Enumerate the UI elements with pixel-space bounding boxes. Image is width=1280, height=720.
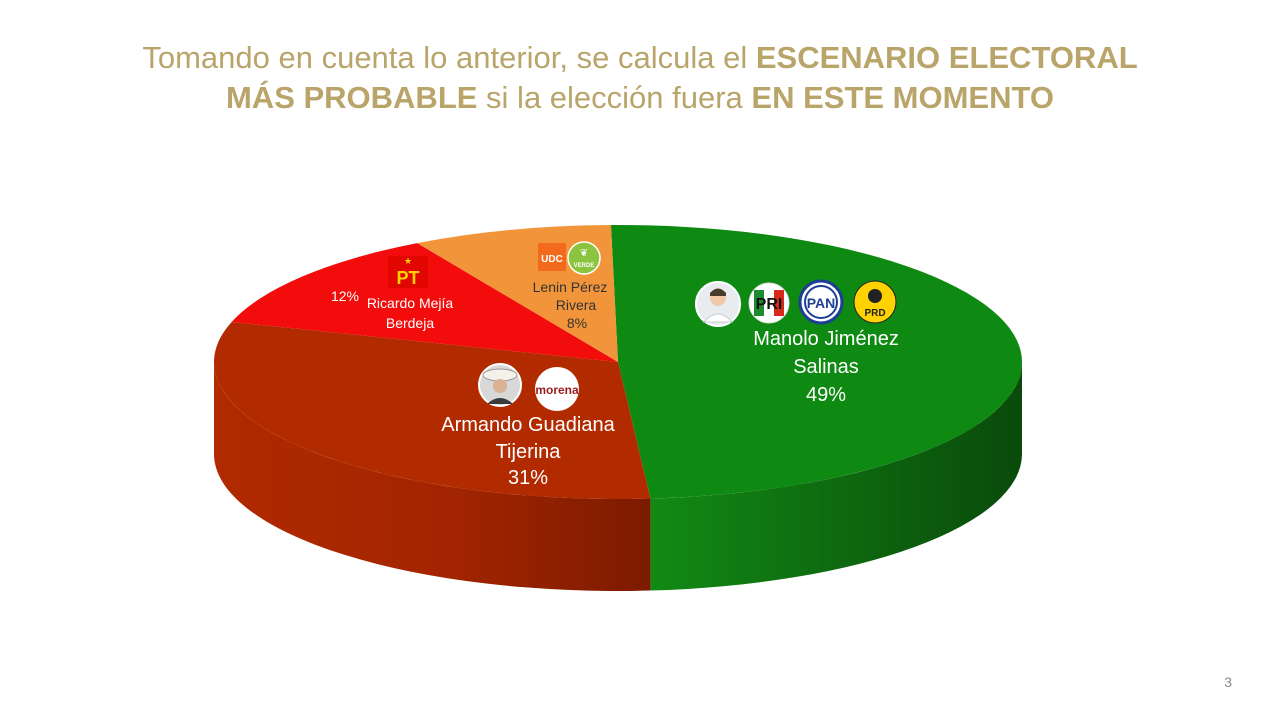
pie-tops [213, 224, 1023, 499]
pan-logo-text: PAN [807, 295, 836, 311]
title-line-1-bold: ESCENARIO ELECTORAL [755, 40, 1138, 75]
title-line-2-bold-a: MÁS PROBABLE [225, 80, 478, 115]
pt-logo-icon: ★ PT [388, 256, 428, 288]
label-lenin-value: 8% [567, 315, 587, 331]
pie-side-armando-guadiana-tijerina [214, 362, 651, 591]
verde-leaf-icon: ❦ [580, 248, 588, 259]
pie-sides [214, 362, 1022, 591]
pie-slice-ricardo-mejia-berdeja [231, 243, 618, 362]
udc-logo-icon: UDC [538, 243, 566, 271]
label-armando-name-1: Armando Guadiana [441, 414, 615, 436]
morena-logo-text: morena [535, 383, 579, 397]
title-line-1: Tomando en cuenta lo anterior, se calcul… [0, 38, 1280, 78]
pie-slice-armando-guadiana-tijerina [213, 321, 651, 499]
title-line-2-regular: si la elección fuera [477, 80, 752, 115]
verde-logo-text: VERDE [574, 263, 595, 269]
pt-logo-text: PT [396, 268, 419, 288]
prd-logo-text: PRD [864, 308, 885, 319]
pt-star-icon: ★ [404, 256, 412, 266]
candidate-avatar-armando [478, 363, 522, 407]
slide-title: Tomando en cuenta lo anterior, se calcul… [0, 38, 1280, 118]
party-logos: PRI PAN PRD morena ★ PT [388, 241, 897, 411]
title-line-1-regular: Tomando en cuenta lo anterior, se calcul… [142, 40, 756, 75]
pan-logo-icon: PAN [798, 279, 844, 325]
udc-logo-text: UDC [541, 254, 563, 265]
title-line-2-bold-b: EN ESTE MOMENTO [751, 80, 1054, 115]
morena-logo-icon: morena [535, 367, 579, 411]
label-lenin-name-1: Lenin Pérez [533, 279, 608, 295]
label-manolo-name-2: Salinas [793, 356, 859, 378]
title-line-2: MÁS PROBABLE si la elección fuera EN EST… [0, 78, 1280, 118]
label-ricardo-value: 12% [331, 288, 359, 304]
pri-logo-text: PRI [756, 296, 783, 313]
pri-logo-icon: PRI [748, 282, 790, 324]
label-armando-value: 31% [508, 467, 548, 489]
label-manolo-value: 49% [806, 384, 846, 406]
label-manolo-name-1: Manolo Jiménez [753, 328, 899, 350]
verde-logo-icon: ❦ VERDE [567, 241, 601, 275]
pie-labels: Manolo Jiménez Salinas 49% Armando Guadi… [331, 279, 899, 489]
label-armando-name-2: Tijerina [496, 441, 562, 463]
label-lenin-name-2: Rivera [556, 297, 597, 313]
label-ricardo-name-1: Ricardo Mejía [367, 295, 454, 311]
prd-logo-icon: PRD [853, 280, 897, 324]
page-number: 3 [1224, 674, 1232, 690]
label-ricardo-name-2: Berdeja [386, 315, 434, 331]
candidate-avatar-manolo [695, 281, 741, 327]
pie-side-manolo-jimenez-salinas [650, 362, 1022, 591]
